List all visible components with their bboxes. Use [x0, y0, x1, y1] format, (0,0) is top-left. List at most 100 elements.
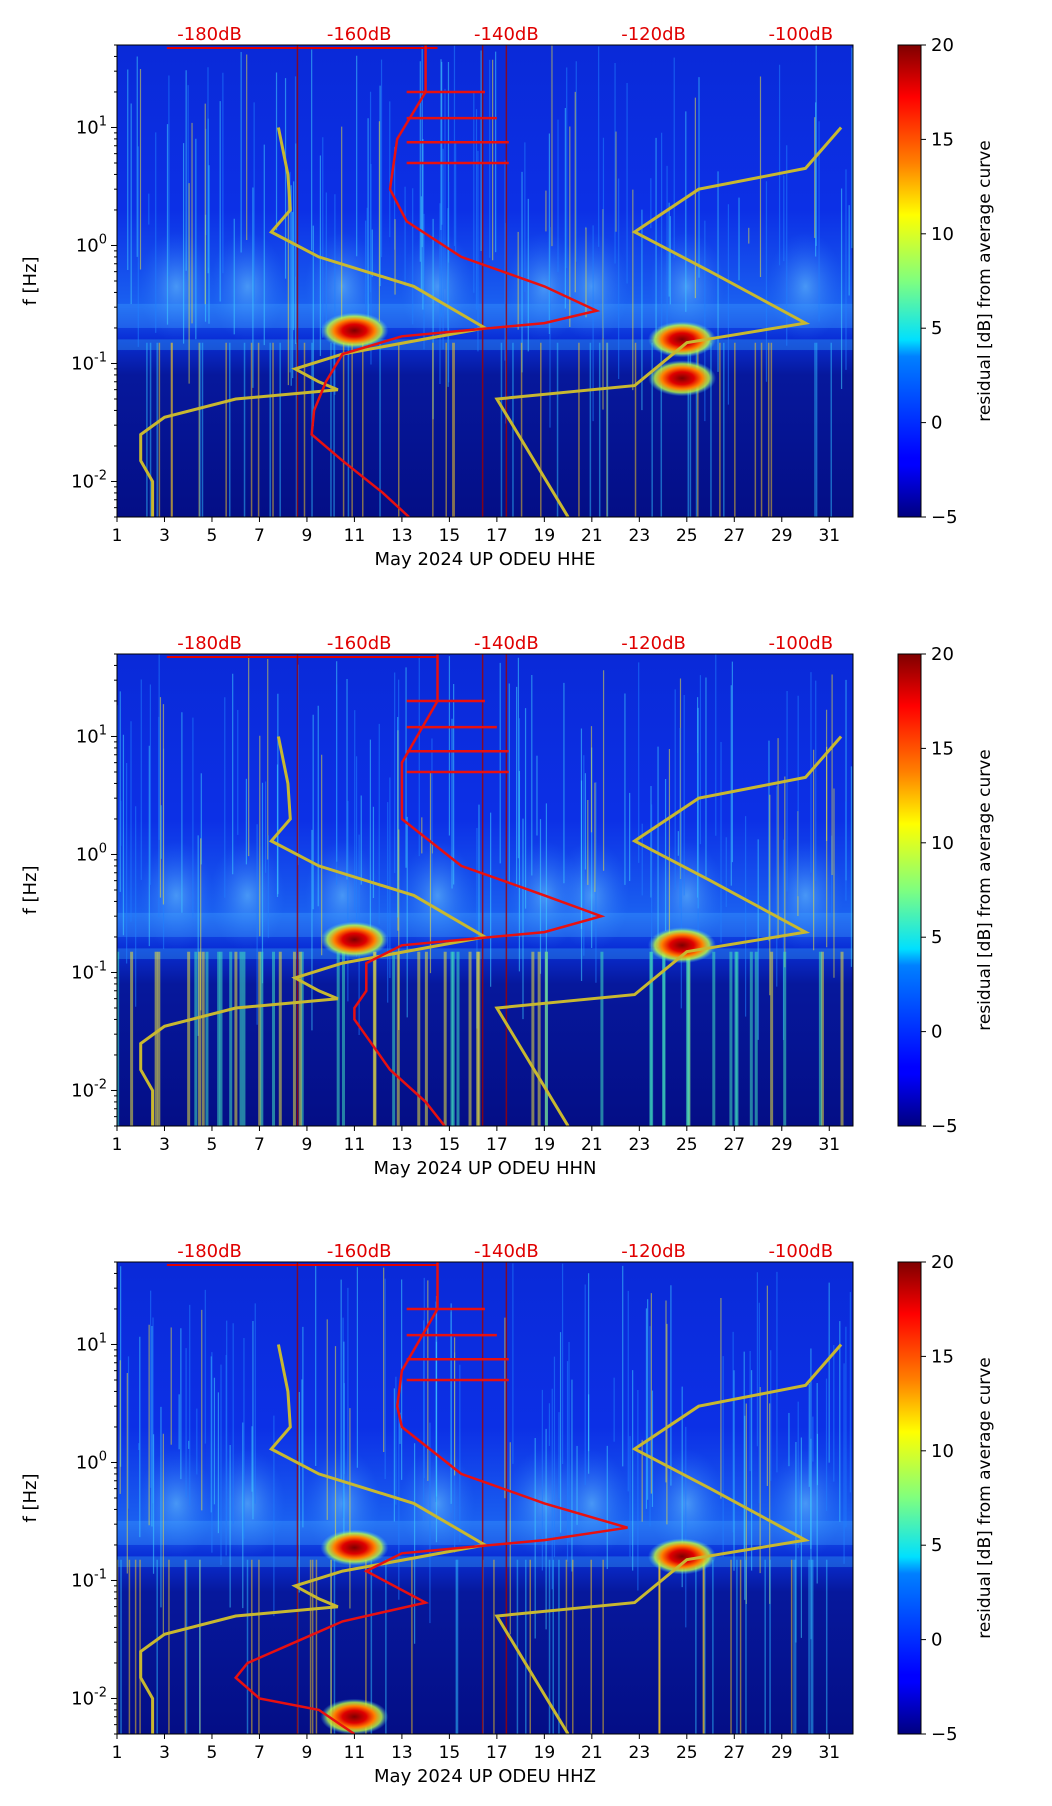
colorbar-gradient	[897, 653, 922, 1127]
x-tick-label: 29	[771, 526, 793, 546]
y-tick-label: 101	[76, 723, 107, 747]
x-axis-label: May 2024 UP ODEU HHZ	[374, 1766, 596, 1787]
y-tick-label: 10-1	[71, 959, 107, 983]
spectrogram-area	[117, 45, 853, 517]
x-tick-label: 25	[676, 1743, 698, 1763]
secondary-band	[117, 948, 853, 960]
colorbar-tick-label: 10	[931, 224, 954, 245]
x-tick-label: 13	[391, 526, 413, 546]
x-axis-label: May 2024 UP ODEU HHN	[373, 1158, 596, 1179]
colorbar-tick-label: 15	[931, 738, 954, 759]
noise-model-curve-low	[139, 1344, 490, 1734]
x-tick-label: 31	[818, 526, 840, 546]
hot-spot	[320, 312, 389, 349]
colorbar-tick-label: 10	[931, 833, 954, 854]
x-tick-label: 27	[723, 526, 745, 546]
top-db-label: -140dB	[474, 24, 539, 45]
x-tick-label: 11	[344, 526, 366, 546]
x-tick-label: 7	[254, 1135, 265, 1155]
top-db-label: -180dB	[177, 1241, 242, 1262]
x-tick-label: 19	[534, 1135, 556, 1155]
x-tick-label: 15	[439, 1135, 461, 1155]
hot-spot	[648, 321, 717, 358]
colorbar: 20 15 10 5 0 −5 residual [dB] from average cur…	[897, 35, 995, 528]
colorbar-tick-label: −5	[931, 1724, 958, 1745]
x-tick-label: 1	[112, 1743, 123, 1763]
top-db-label: -180dB	[177, 24, 242, 45]
noise-glow	[399, 1448, 476, 1559]
x-tick-label: 13	[391, 1135, 413, 1155]
noise-glow	[399, 840, 476, 951]
x-tick-label: 17	[486, 1135, 508, 1155]
y-axis-label: f [Hz]	[20, 256, 41, 305]
colorbar-tick-label: 0	[931, 413, 942, 434]
x-tick-label: 25	[676, 526, 698, 546]
x-tick-label: 5	[207, 1743, 218, 1763]
colorbar: 20 15 10 5 0 −5 residual [dB] from average cur…	[897, 1252, 995, 1745]
hot-spot	[648, 927, 717, 964]
colorbar-tick-label: 20	[931, 644, 954, 665]
top-db-label: -140dB	[474, 1241, 539, 1262]
top-db-label: -120dB	[621, 24, 686, 45]
microseism-band	[117, 303, 853, 328]
top-db-label: -100dB	[768, 24, 833, 45]
secondary-band	[117, 339, 853, 351]
y-tick-label: 10-2	[71, 1685, 107, 1709]
x-tick-label: 5	[207, 526, 218, 546]
x-tick-label: 21	[581, 1135, 603, 1155]
colorbar-tick-label: 5	[931, 927, 942, 948]
x-axis-label: May 2024 UP ODEU HHE	[375, 549, 596, 570]
x-tick-label: 3	[159, 1743, 170, 1763]
hot-spot	[648, 1538, 717, 1575]
x-tick-label: 1	[112, 526, 123, 546]
x-tick-label: 23	[629, 1743, 651, 1763]
y-tick-label: 101	[76, 114, 107, 138]
median-psd-curve	[310, 45, 601, 517]
colorbar-tick-label: 0	[931, 1022, 942, 1043]
y-tick-label: 10-2	[71, 468, 107, 492]
x-tick-label: 9	[302, 526, 313, 546]
noise-model-curve-low	[139, 127, 490, 517]
x-tick-label: 13	[391, 1743, 413, 1763]
colorbar-tick-label: 20	[931, 1252, 954, 1273]
x-tick-label: 15	[439, 1743, 461, 1763]
colorbar-label: residual [dB] from average curve	[975, 1357, 995, 1638]
x-tick-label: 3	[159, 526, 170, 546]
noise-glow	[553, 231, 630, 342]
colorbar-gradient	[897, 1261, 922, 1735]
microseism-band	[117, 912, 853, 937]
y-axis-label: f [Hz]	[20, 865, 41, 914]
colorbar-tick-label: 0	[931, 1630, 942, 1651]
noise-glow	[138, 1448, 215, 1559]
x-tick-label: 21	[581, 1743, 603, 1763]
y-axis-label: f [Hz]	[20, 1473, 41, 1522]
colorbar-tick-label: 5	[931, 318, 942, 339]
hot-spot	[320, 1529, 389, 1566]
colorbar-tick-label: 15	[931, 1346, 954, 1367]
median-psd-curve	[233, 1262, 628, 1734]
y-tick-label: 10-1	[71, 350, 107, 374]
x-tick-label: 19	[534, 526, 556, 546]
top-db-label: -180dB	[177, 633, 242, 654]
colorbar-label: residual [dB] from average curve	[975, 140, 995, 421]
noise-glow	[399, 231, 476, 342]
noise-model-curve-high	[494, 126, 843, 517]
noise-glow	[648, 1448, 725, 1559]
x-tick-label: 21	[581, 526, 603, 546]
colorbar-tick-label: 5	[931, 1535, 942, 1556]
x-tick-label: 5	[207, 1135, 218, 1155]
colorbar-gradient	[897, 44, 922, 518]
colorbar-tick-label: 20	[931, 35, 954, 56]
x-tick-label: 17	[486, 1743, 508, 1763]
noise-model-curve-high	[494, 735, 843, 1126]
x-tick-label: 29	[771, 1135, 793, 1155]
secondary-band	[117, 1556, 853, 1568]
hot-spot	[320, 921, 389, 958]
x-tick-label: 15	[439, 526, 461, 546]
x-tick-label: 17	[486, 526, 508, 546]
top-db-label: -160dB	[327, 1241, 392, 1262]
